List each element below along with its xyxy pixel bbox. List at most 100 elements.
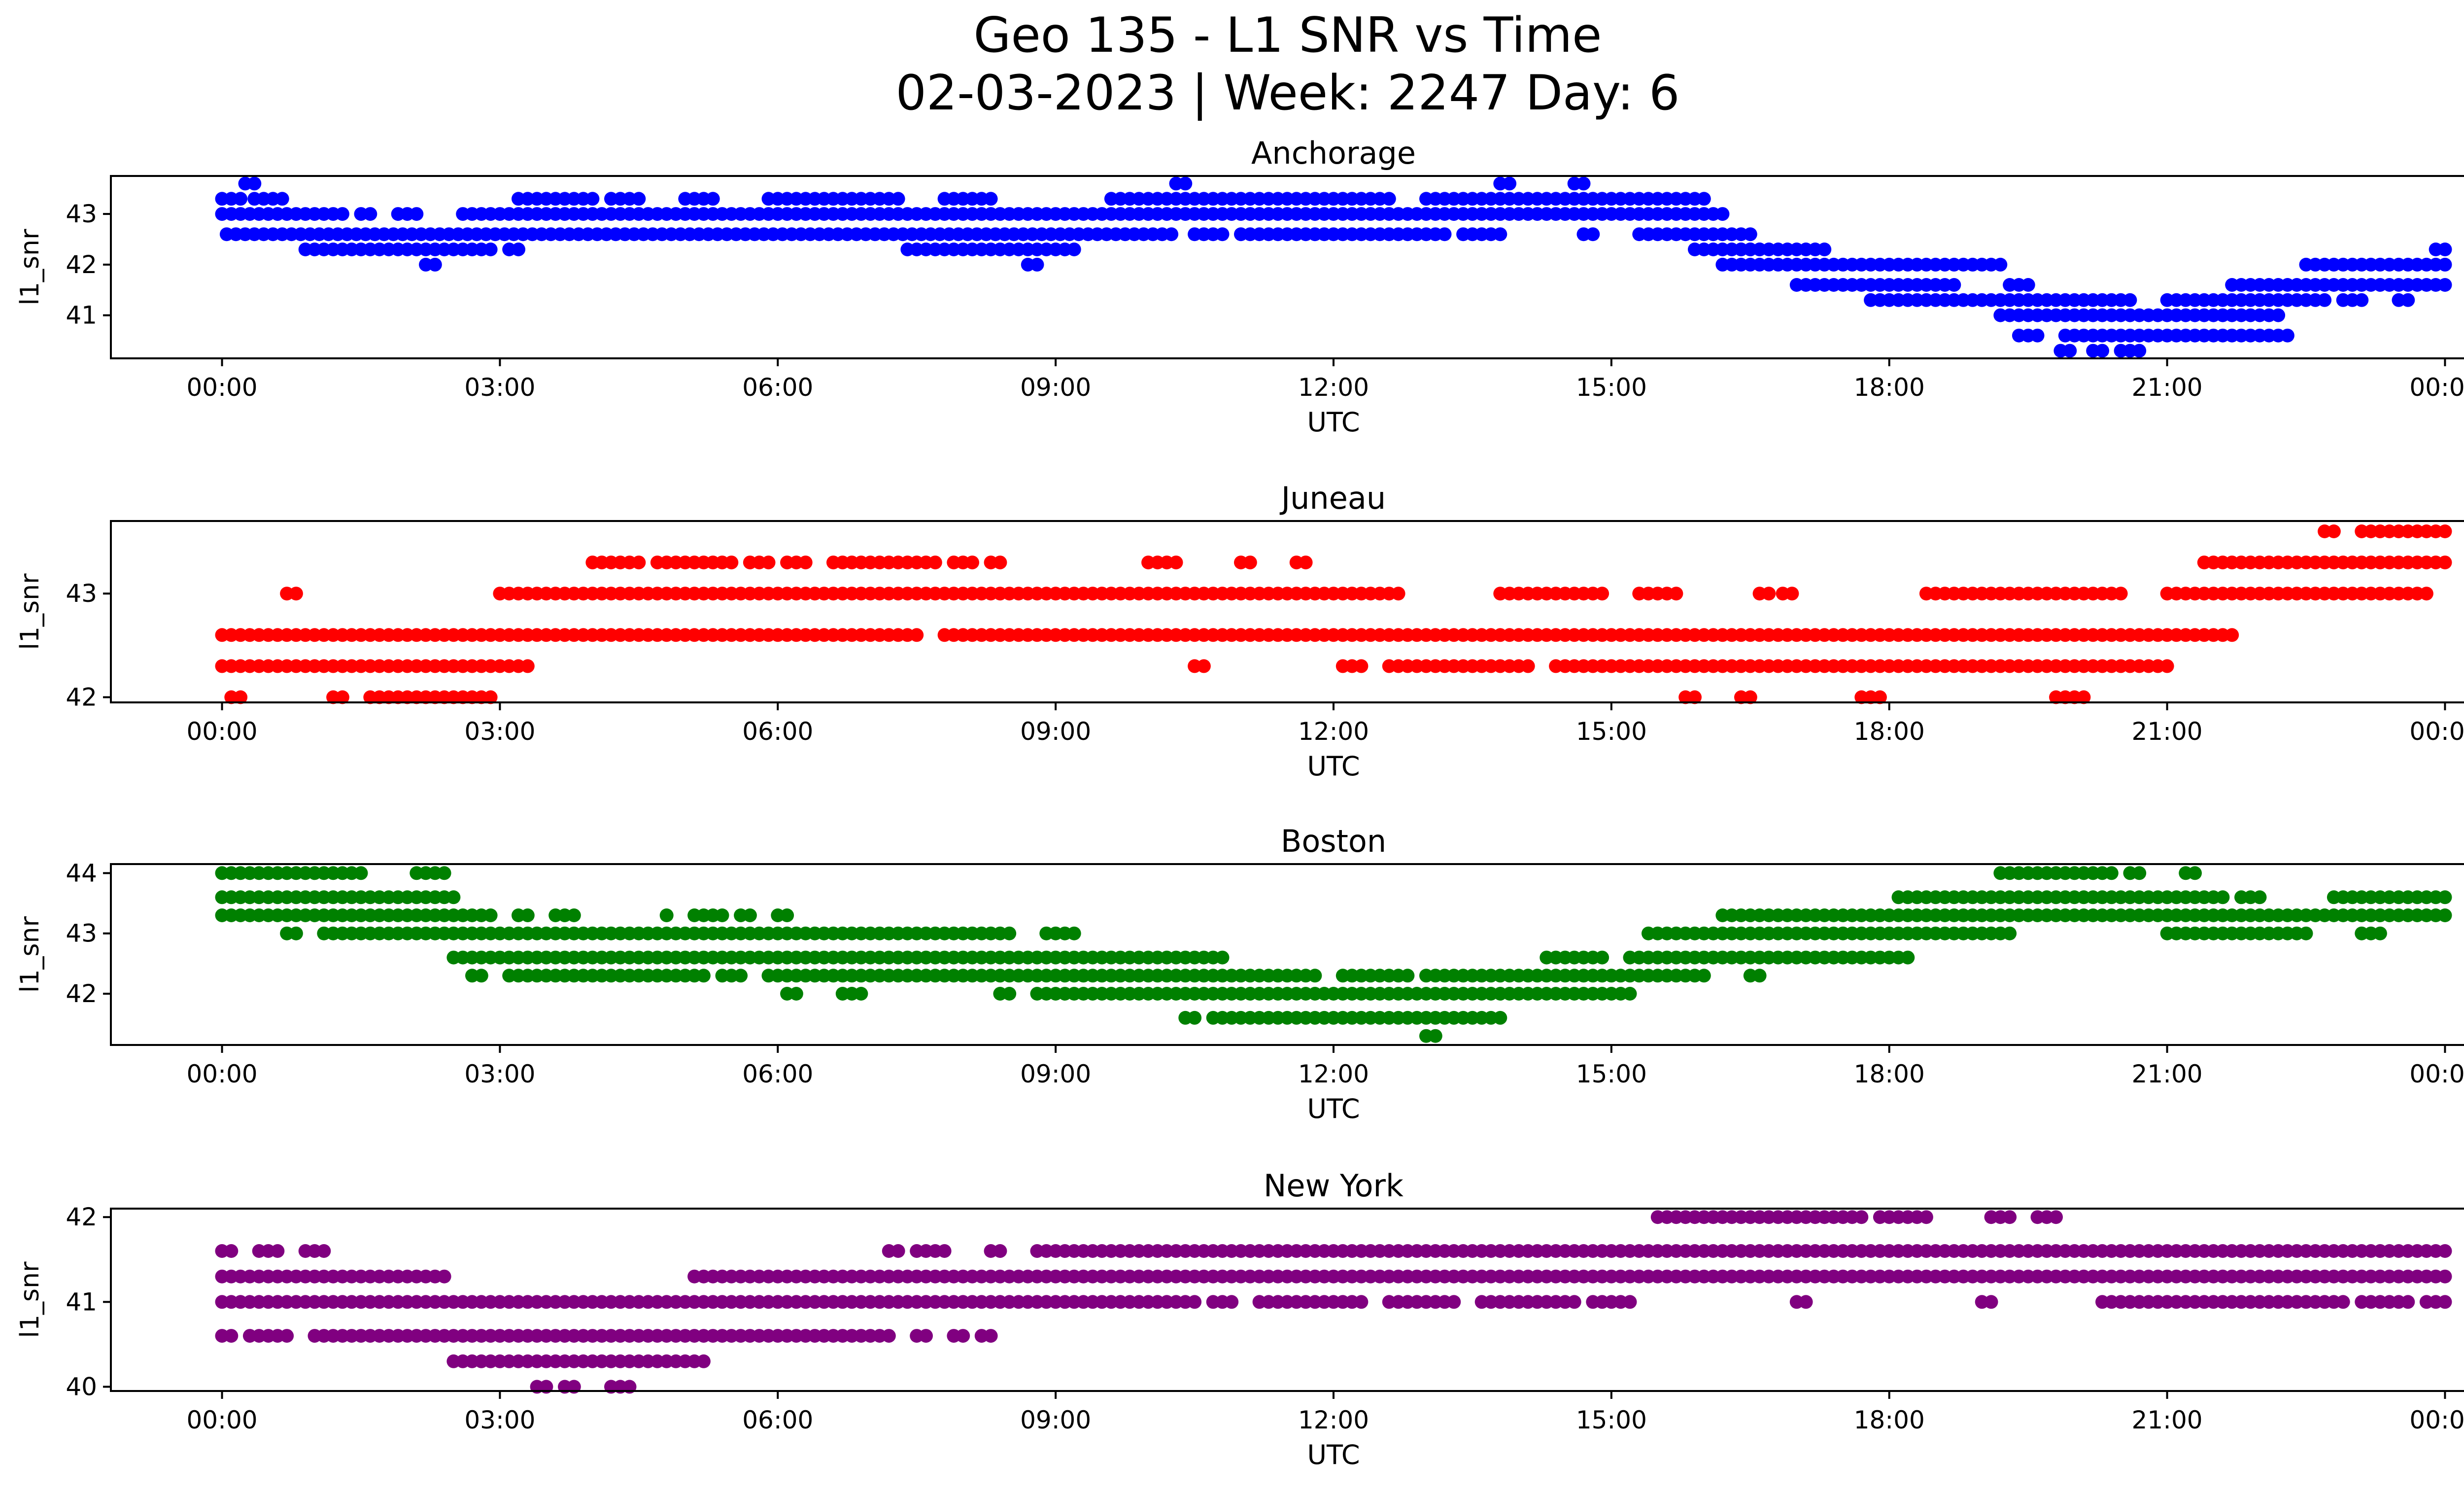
data-point: [2132, 344, 2147, 358]
data-point: [2438, 890, 2452, 904]
data-point: [280, 1329, 294, 1343]
x-tick-label: 15:00: [1576, 717, 1647, 746]
data-point: [780, 908, 794, 922]
data-point: [354, 866, 368, 880]
data-point: [2280, 328, 2294, 343]
data-point: [632, 556, 646, 570]
data-point: [1595, 587, 1609, 601]
data-point: [2253, 890, 2267, 904]
x-tick-label: 18:00: [1854, 1406, 1925, 1434]
data-point: [854, 987, 868, 1001]
data-point: [271, 1244, 285, 1258]
x-tick-label: 00:00: [2409, 373, 2464, 402]
y-tick-label: 42: [66, 250, 97, 279]
y-axis-label: l1_snr: [15, 1261, 45, 1338]
data-point: [2160, 659, 2174, 673]
data-point: [1188, 1295, 1202, 1309]
data-point: [2299, 926, 2313, 940]
data-point: [956, 1329, 970, 1343]
data-point: [2318, 293, 2332, 307]
data-point: [428, 257, 442, 272]
data-point: [2030, 328, 2045, 343]
x-tick-label: 03:00: [464, 373, 535, 402]
data-point: [567, 908, 581, 922]
data-point: [2271, 308, 2286, 322]
data-point: [1299, 556, 1313, 570]
data-point: [1354, 1295, 1369, 1309]
data-point: [1188, 1010, 1202, 1025]
x-tick-label: 00:00: [2409, 717, 2464, 746]
data-point: [1067, 926, 1081, 940]
data-point: [2132, 866, 2147, 880]
x-tick-label: 15:00: [1576, 1406, 1647, 1434]
x-tick-label: 09:00: [1020, 1060, 1091, 1088]
data-point: [743, 908, 757, 922]
figure-title-line1: Geo 135 - L1 SNR vs Time: [974, 7, 1602, 64]
x-tick-label: 09:00: [1020, 717, 1091, 746]
data-point: [1947, 278, 1961, 292]
data-series: [215, 176, 2452, 358]
x-tick-label: 12:00: [1298, 373, 1369, 402]
data-point: [363, 207, 377, 221]
data-point: [2336, 1295, 2350, 1309]
data-point: [1169, 556, 1183, 570]
y-tick-label: 40: [66, 1372, 97, 1401]
subplot-title: Juneau: [1279, 480, 1386, 516]
x-axis-label: UTC: [1307, 1093, 1360, 1124]
data-point: [632, 192, 646, 206]
data-point: [984, 192, 998, 206]
data-point: [2438, 1244, 2452, 1258]
data-point: [483, 908, 498, 922]
data-point: [2123, 293, 2137, 307]
x-tick-label: 06:00: [742, 717, 813, 746]
data-point: [734, 969, 748, 983]
data-point: [1623, 1295, 1637, 1309]
data-point: [659, 908, 674, 922]
subplot-boston: Boston 00:00 03:00 06:00 09:00 12:00 15:00 18:0…: [15, 823, 2464, 1124]
x-tick-label: 18:00: [1854, 373, 1925, 402]
data-point: [1817, 243, 1832, 256]
x-axis-label: UTC: [1307, 407, 1360, 438]
data-point: [2114, 587, 2128, 601]
data-point: [1873, 690, 1887, 704]
subplot-anchorage: Anchorage 00:00 03:00 06:00 09:00 12:00 15:00 1…: [15, 135, 2464, 438]
data-point: [1993, 257, 2008, 272]
data-point: [2077, 690, 2091, 704]
data-point: [1901, 950, 1915, 965]
data-point: [1164, 227, 1179, 242]
data-point: [2438, 257, 2452, 272]
data-point: [2438, 1295, 2452, 1309]
y-tick-label: 41: [66, 301, 97, 330]
x-tick-label: 09:00: [1020, 373, 1091, 402]
data-point: [761, 556, 776, 570]
data-point: [1002, 987, 1017, 1001]
data-point: [1215, 950, 1230, 965]
data-point: [1521, 659, 1535, 673]
data-point: [715, 908, 729, 922]
data-point: [965, 556, 979, 570]
x-tick-label: 00:00: [186, 1060, 257, 1088]
y-tick-label: 43: [66, 200, 97, 228]
data-series: [215, 866, 2452, 1043]
data-point: [2438, 278, 2452, 292]
data-point: [2003, 926, 2017, 940]
x-tick-label: 12:00: [1298, 1060, 1369, 1088]
data-point: [474, 969, 488, 983]
y-tick-label: 42: [66, 1203, 97, 1231]
y-axis-label: l1_snr: [15, 229, 45, 306]
subplot-title: New York: [1264, 1168, 1403, 1204]
data-point: [2419, 587, 2433, 601]
data-point: [2216, 890, 2230, 904]
data-series: [215, 524, 2452, 704]
data-point: [2355, 293, 2369, 307]
data-point: [1030, 257, 1044, 272]
data-point: [1697, 969, 1711, 983]
x-tick-label: 15:00: [1576, 373, 1647, 402]
data-point: [1437, 227, 1452, 242]
y-tick-label: 42: [66, 979, 97, 1008]
data-point: [1401, 969, 1415, 983]
x-tick-label: 00:00: [2409, 1406, 2464, 1434]
data-point: [1623, 987, 1637, 1001]
data-point: [1382, 192, 1396, 206]
data-point: [993, 1244, 1007, 1258]
